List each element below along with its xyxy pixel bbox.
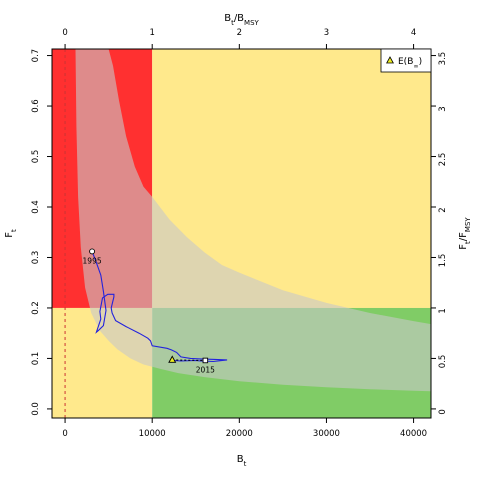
right-tick-label: 0.5 [438,355,448,369]
expected-link-line [172,359,206,361]
x-axis-title: Bt [237,454,247,468]
top-tick-label: 1 [149,28,154,38]
uncertainty-band [75,49,431,392]
legend-box [380,48,432,73]
right-tick-label: 2 [438,207,448,212]
x-tick-label: 10000 [139,429,166,439]
axis-text-layer: 0 10000 20000 30000 40000 0 1 2 3 4 0.0 0.1 0.2 0.3 0.… [4,13,472,468]
y-tick-label: 0.6 [31,99,41,113]
start-point-marker [89,248,96,255]
right-tick-label: 1 [438,308,448,313]
y-tick-label: 0.0 [31,402,41,416]
legend-triangle-icon [386,56,394,64]
end-year-label: 2015 [196,365,215,374]
y-tick-label: 0.3 [31,251,41,265]
right-tick-label: 0 [438,409,448,414]
stock-trajectory [91,251,228,363]
y-tick-label: 0.2 [31,301,41,315]
y-tick-label: 0.5 [31,150,41,164]
x-tick-label: 0 [62,429,67,439]
legend: E(B∞) [380,48,432,73]
x-tick-label: 30000 [313,429,340,439]
expected-biomass-marker [168,355,177,363]
top-tick-label: 2 [237,28,242,38]
top-tick-label: 4 [411,28,416,38]
right-tick-label: 3.5 [438,52,448,66]
axes-layer [47,44,436,423]
right-tick-label: 3 [438,106,448,111]
legend-label: E(B∞) [398,57,422,70]
trajectory-layer: 1995 2015 [83,248,228,374]
y-tick-label: 0.7 [31,49,41,63]
right-tick-label: 1.5 [438,254,448,268]
uncertainty-band-layer [75,49,431,392]
top-tick-label: 0 [62,28,67,38]
y-axis-title: Ft [4,229,18,238]
right-axis-title: Ft/FMSY [458,217,472,250]
y-tick-label: 0.4 [31,200,41,214]
plot-frame [51,48,432,419]
right-tick-label: 2.5 [438,153,448,167]
start-year-label: 1995 [83,256,102,265]
top-axis-title: Bt/BMSY [224,13,259,27]
x-tick-label: 40000 [400,429,427,439]
top-tick-label: 3 [324,28,329,38]
y-tick-label: 0.1 [31,352,41,366]
end-point-marker [202,357,209,364]
x-tick-label: 20000 [226,429,253,439]
